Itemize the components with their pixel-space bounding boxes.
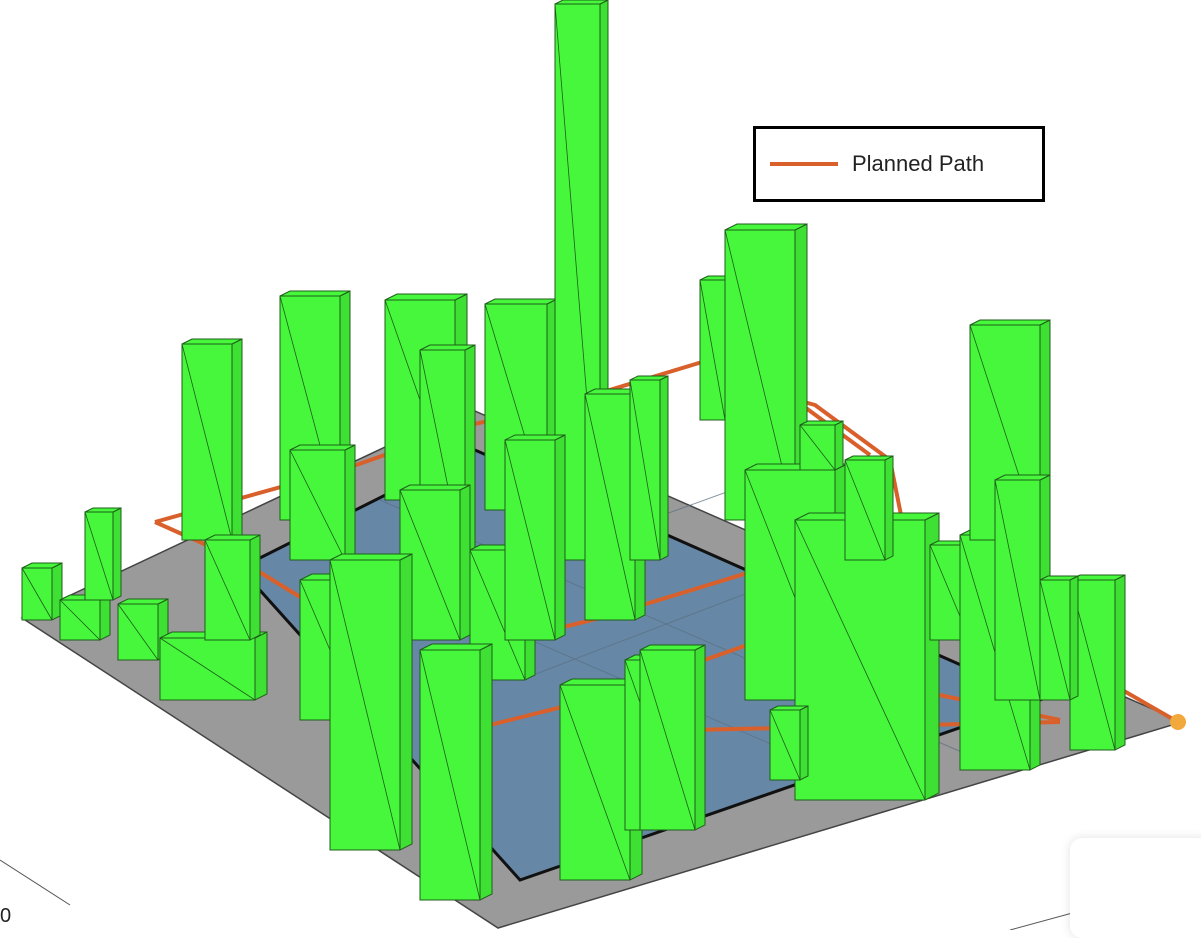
building: [419, 643, 493, 901]
building: [59, 594, 111, 641]
buildings: [21, 0, 1126, 901]
legend-label-planned-path: Planned Path: [852, 151, 985, 176]
corner-panel: [1070, 838, 1201, 938]
building: [117, 598, 169, 661]
axis-tick-label: 0: [0, 905, 12, 927]
building: [84, 507, 122, 601]
building: [329, 553, 413, 851]
path-endpoint: [1170, 714, 1186, 730]
building: [844, 455, 894, 561]
building: [629, 375, 669, 561]
building: [504, 434, 566, 641]
building: [769, 705, 809, 781]
building: [159, 631, 268, 701]
building: [1039, 575, 1079, 701]
legend: Planned Path: [753, 126, 1045, 202]
building: [204, 534, 261, 641]
building: [181, 338, 243, 541]
building: [289, 444, 356, 561]
legend-swatch-planned-path: [770, 162, 838, 166]
building: [639, 644, 706, 831]
building: [21, 562, 63, 621]
building: [799, 420, 844, 471]
building: [584, 388, 646, 621]
